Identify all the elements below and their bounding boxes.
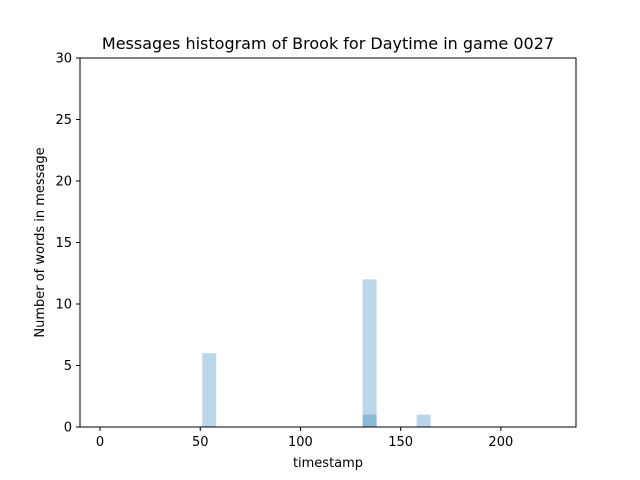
y-tick-label-2: 10 bbox=[55, 298, 72, 313]
y-tick-label-5: 25 bbox=[55, 113, 72, 128]
x-axis-ticks: 0 50 100 150 200 bbox=[96, 427, 513, 450]
x-tick-label-3: 150 bbox=[388, 435, 413, 450]
y-axis-ticks: 0 5 10 15 20 25 30 bbox=[55, 52, 80, 436]
histogram-bar-s0-2 bbox=[416, 414, 431, 427]
y-tick-label-0: 0 bbox=[64, 421, 72, 436]
histogram-bar-s1-0 bbox=[362, 414, 377, 427]
x-axis-label: timestamp bbox=[293, 456, 363, 471]
y-tick-label-4: 20 bbox=[55, 175, 72, 190]
y-axis-label: Number of words in message bbox=[33, 147, 48, 337]
x-tick-label-4: 200 bbox=[488, 435, 513, 450]
x-tick-label-2: 100 bbox=[288, 435, 313, 450]
histogram-bar-s0-0 bbox=[202, 353, 217, 427]
histogram-bar-s0-1 bbox=[362, 279, 377, 427]
y-tick-label-1: 5 bbox=[64, 359, 72, 374]
bars-layer bbox=[202, 279, 431, 427]
plot-frame bbox=[79, 57, 577, 428]
x-tick-label-1: 50 bbox=[192, 435, 209, 450]
y-tick-label-3: 15 bbox=[55, 236, 72, 251]
y-tick-label-6: 30 bbox=[55, 52, 72, 67]
x-tick-label-0: 0 bbox=[96, 435, 104, 450]
chart-title: Messages histogram of Brook for Daytime … bbox=[102, 34, 554, 53]
